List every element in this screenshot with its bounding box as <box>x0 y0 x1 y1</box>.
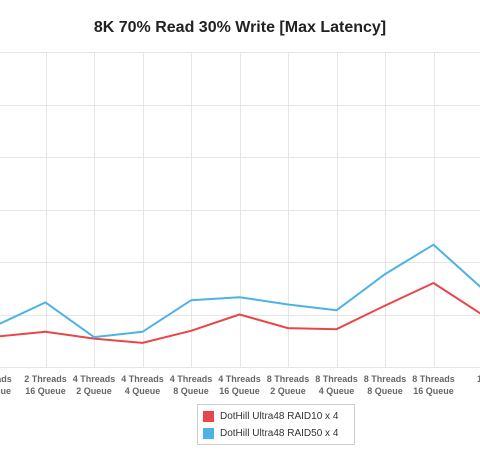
x-tick-label-2: 4 Threads 2 Queue <box>73 374 116 396</box>
x-tick-label-6: 8 Threads 2 Queue <box>267 374 310 396</box>
series-line-0 <box>0 282 480 344</box>
x-tick-label-7: 8 Threads 4 Queue <box>315 374 358 396</box>
legend-item-raid50[interactable]: DotHill Ultra48 RAID50 x 4 <box>203 425 354 442</box>
x-tick-label-8: 8 Threads 8 Queue <box>364 374 407 396</box>
legend-label-raid10: DotHill Ultra48 RAID10 x 4 <box>220 411 339 422</box>
legend-item-raid10[interactable]: DotHill Ultra48 RAID10 x 4 <box>203 408 354 425</box>
x-tick-label-4: 4 Threads 8 Queue <box>170 374 213 396</box>
series-line-1 <box>0 243 480 339</box>
legend-swatch-raid50 <box>203 428 214 439</box>
x-tick-label-1: 2 Threads 16 Queue <box>24 374 67 396</box>
x-tick-label-9: 8 Threads 16 Queue <box>412 374 455 396</box>
legend: DotHill Ultra48 RAID10 x 4 DotHill Ultra… <box>197 404 355 445</box>
x-tick-label-5: 4 Threads 16 Queue <box>218 374 261 396</box>
x-tick-label-3: 4 Threads 4 Queue <box>121 374 164 396</box>
x-tick-label-10: 16 <box>477 374 480 384</box>
x-tick-label-0: hreadsQueue <box>0 374 12 396</box>
legend-label-raid50: DotHill Ultra48 RAID50 x 4 <box>220 428 339 439</box>
legend-swatch-raid10 <box>203 411 214 422</box>
chart-title: 8K 70% Read 30% Write [Max Latency] <box>93 19 387 36</box>
